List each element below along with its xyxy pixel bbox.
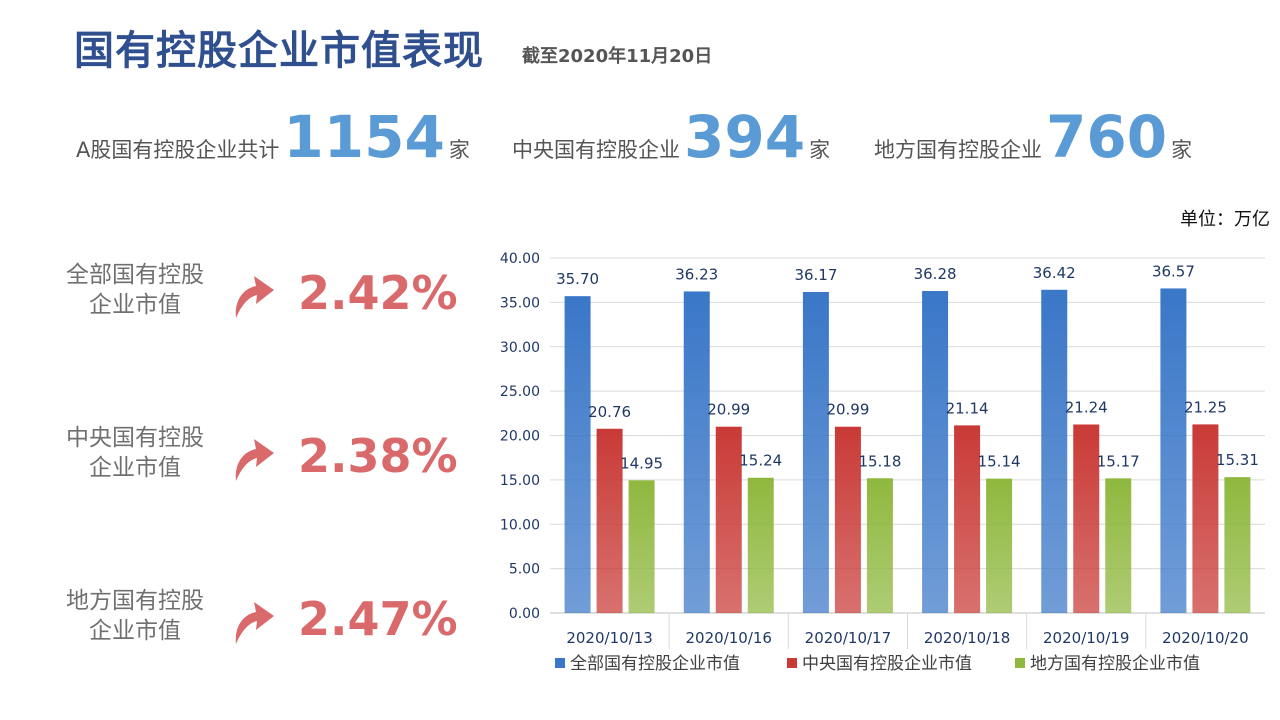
bar-series-2 bbox=[1105, 478, 1132, 613]
data-label: 15.18 bbox=[858, 452, 901, 470]
metric-central: 中央国有控股 企业市值 2.38% bbox=[40, 423, 460, 503]
bar-series-0 bbox=[1041, 289, 1068, 613]
metric-local: 地方国有控股 企业市值 2.47% bbox=[40, 586, 460, 666]
y-tick-label: 5.00 bbox=[509, 562, 540, 578]
stat-local-value: 760 bbox=[1046, 103, 1168, 171]
stat-central: 中央国有控股企业 394 家 bbox=[512, 108, 830, 166]
bar-series-2 bbox=[866, 478, 893, 613]
legend-swatch bbox=[1015, 658, 1025, 668]
y-tick-label: 0.00 bbox=[509, 606, 540, 622]
data-label: 20.99 bbox=[826, 401, 869, 419]
stat-total: A股国有控股企业共计 1154 家 bbox=[76, 108, 470, 166]
market-value-bar-chart: 0.00 5.00 10.00 15.00 20.00 25.00 30.00 35.00 40… bbox=[500, 251, 1265, 674]
metric-local-change: 2.47% bbox=[298, 592, 458, 646]
y-tick-label: 10.00 bbox=[500, 517, 540, 533]
bar-series-1 bbox=[954, 425, 981, 613]
x-tick-label: 2020/10/20 bbox=[1162, 629, 1248, 647]
metric-local-label: 地方国有控股 企业市值 bbox=[66, 588, 204, 644]
metric-total: 全部国有控股 企业市值 2.42% bbox=[40, 260, 460, 340]
page-subtitle: 截至2020年11月20日 bbox=[522, 46, 713, 67]
y-tick-label: 40.00 bbox=[500, 251, 540, 267]
bar-series-1 bbox=[1192, 424, 1219, 613]
data-label: 36.28 bbox=[914, 265, 957, 283]
trend-up-arrow-icon bbox=[235, 602, 274, 644]
y-tick-label: 15.00 bbox=[500, 473, 540, 489]
legend-swatch bbox=[555, 658, 565, 668]
bar-series-2 bbox=[747, 477, 774, 613]
stat-total-value: 1154 bbox=[283, 103, 445, 171]
bar-series-1 bbox=[715, 426, 742, 613]
data-label: 15.24 bbox=[739, 452, 782, 470]
y-tick-label: 25.00 bbox=[500, 384, 540, 400]
stat-central-value: 394 bbox=[684, 103, 806, 171]
y-tick-label: 20.00 bbox=[500, 429, 540, 445]
stat-total-unit: 家 bbox=[448, 138, 470, 162]
stat-local: 地方国有控股企业 760 家 bbox=[874, 108, 1192, 166]
x-tick-label: 2020/10/18 bbox=[924, 629, 1010, 647]
metric-total-label: 全部国有控股 企业市值 bbox=[66, 262, 204, 318]
bar-series-0 bbox=[1160, 288, 1187, 613]
data-label: 21.24 bbox=[1065, 398, 1108, 416]
x-tick-label: 2020/10/17 bbox=[805, 629, 891, 647]
stat-total-label: A股国有控股企业共计 bbox=[76, 138, 280, 162]
stat-central-label: 中央国有控股企业 bbox=[512, 138, 680, 162]
x-tick-label: 2020/10/19 bbox=[1043, 629, 1129, 647]
trend-up-arrow-icon bbox=[235, 276, 274, 318]
y-tick-label: 30.00 bbox=[500, 340, 540, 356]
metric-total-change: 2.42% bbox=[298, 266, 458, 320]
page-title: 国有控股企业市值表现 bbox=[74, 28, 484, 74]
y-tick-label: 35.00 bbox=[500, 295, 540, 311]
data-label: 15.14 bbox=[978, 453, 1021, 471]
legend-swatch bbox=[787, 658, 797, 668]
bar-series-0 bbox=[802, 291, 829, 613]
metric-central-label: 中央国有控股 企业市值 bbox=[66, 425, 204, 481]
data-label: 20.76 bbox=[588, 403, 631, 421]
bar-series-0 bbox=[683, 291, 710, 613]
data-label: 14.95 bbox=[620, 454, 663, 472]
bar-series-2 bbox=[628, 480, 655, 613]
data-label: 21.25 bbox=[1184, 398, 1227, 416]
trend-up-arrow-icon bbox=[235, 439, 274, 481]
unit-note: 单位：万亿 bbox=[1180, 209, 1270, 230]
data-label: 15.17 bbox=[1097, 452, 1140, 470]
data-label: 35.70 bbox=[556, 270, 599, 288]
data-label: 21.14 bbox=[946, 399, 989, 417]
stat-local-label: 地方国有控股企业 bbox=[874, 138, 1042, 162]
bar-series-2 bbox=[986, 478, 1013, 613]
x-tick-label: 2020/10/16 bbox=[686, 629, 772, 647]
bar-series-0 bbox=[922, 291, 949, 613]
stat-local-unit: 家 bbox=[1171, 138, 1193, 162]
bar-series-1 bbox=[834, 426, 861, 613]
data-label: 15.31 bbox=[1216, 451, 1259, 469]
data-label: 36.23 bbox=[675, 265, 718, 283]
data-label: 36.17 bbox=[794, 266, 837, 284]
data-label: 36.42 bbox=[1033, 264, 1076, 282]
legend-label: 全部国有控股企业市值 bbox=[570, 654, 740, 674]
data-label: 20.99 bbox=[707, 401, 750, 419]
metric-central-change: 2.38% bbox=[298, 429, 458, 483]
data-label: 36.57 bbox=[1152, 262, 1195, 280]
bar-series-1 bbox=[596, 428, 623, 613]
stat-central-unit: 家 bbox=[809, 138, 831, 162]
bar-series-1 bbox=[1073, 424, 1100, 613]
legend-label: 地方国有控股企业市值 bbox=[1030, 654, 1200, 674]
legend-label: 中央国有控股企业市值 bbox=[802, 654, 972, 674]
x-tick-label: 2020/10/13 bbox=[566, 629, 652, 647]
bar-series-0 bbox=[564, 296, 591, 613]
bar-series-2 bbox=[1224, 477, 1251, 613]
